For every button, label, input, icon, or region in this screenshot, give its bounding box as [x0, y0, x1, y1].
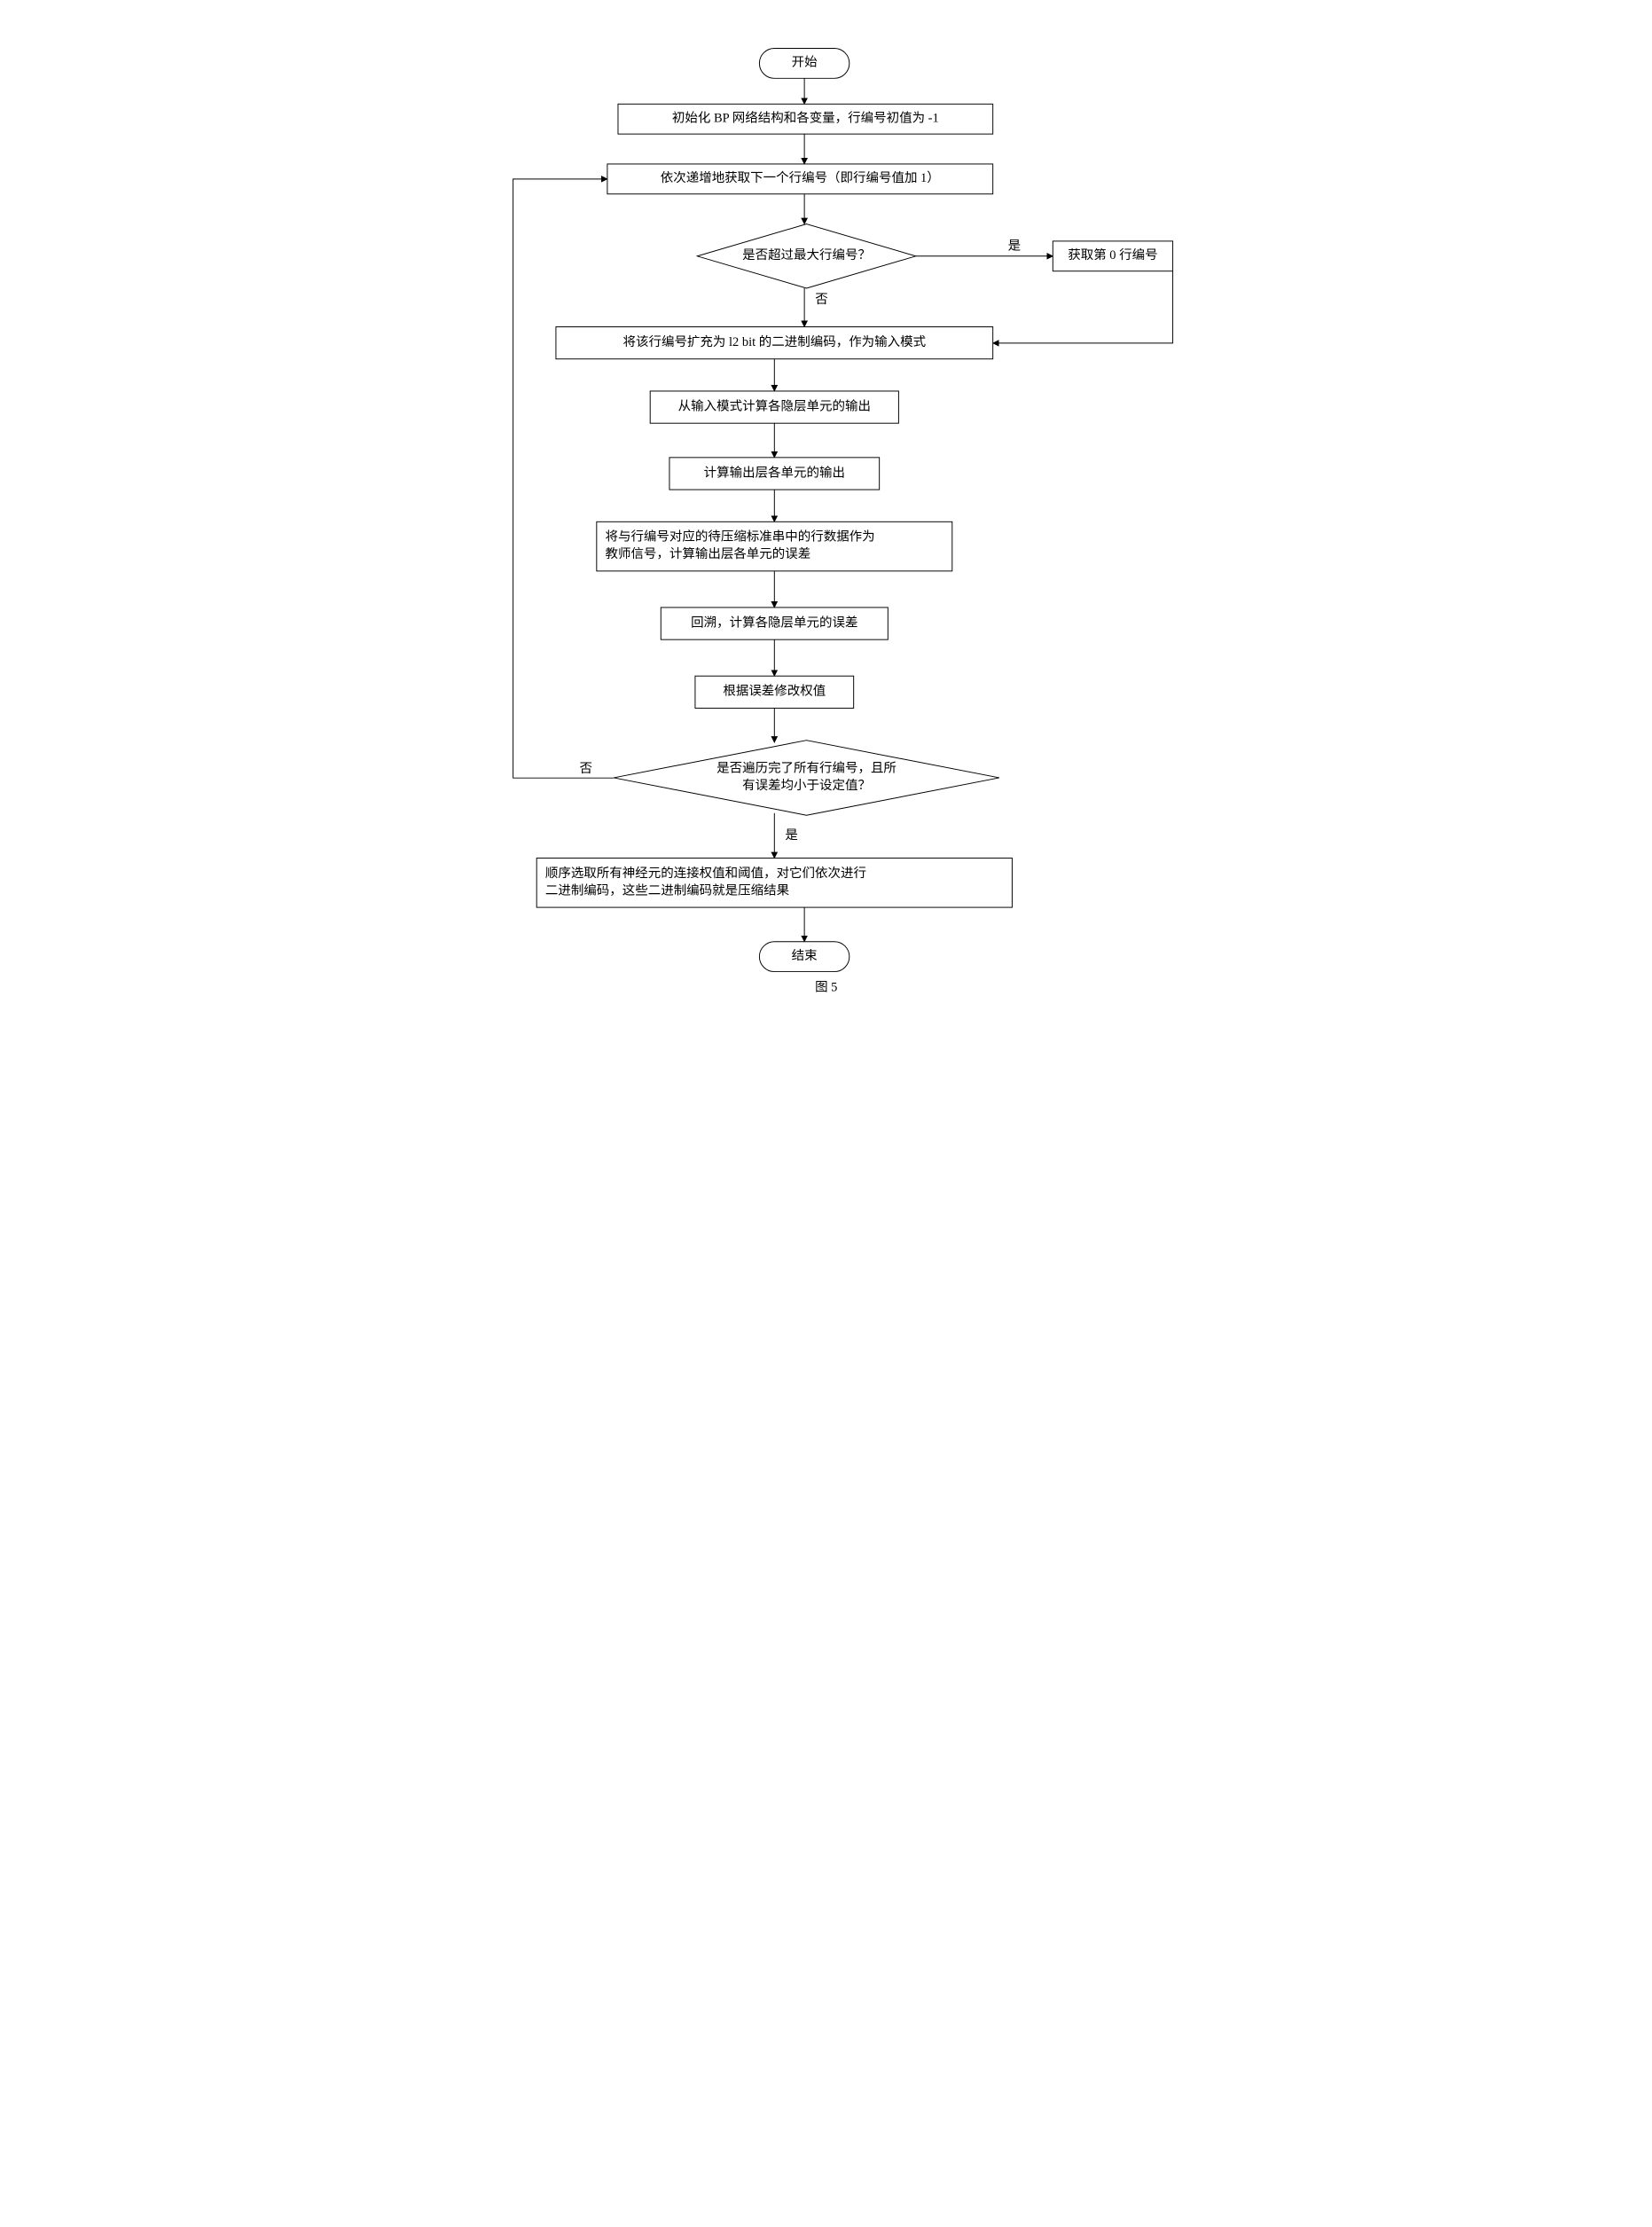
node-n9: 根据误差修改权值 — [694, 676, 853, 708]
node-end-text: 结束 — [791, 948, 817, 963]
node-n5: 从输入模式计算各隐层单元的输出 — [650, 391, 898, 423]
edge-3-label: 是 — [1007, 239, 1021, 254]
node-n8: 回溯，计算各隐层单元的误差 — [661, 608, 888, 639]
node-n8-text: 回溯，计算各隐层单元的误差 — [691, 615, 857, 630]
edge-12 — [513, 179, 614, 778]
node-d2: 是否遍历完了所有行编号，且所有误差均小于设定值？ — [614, 741, 999, 816]
edge-13-label: 是 — [785, 828, 797, 843]
node-n7-text: 教师信号，计算输出层各单元的误差 — [605, 546, 810, 561]
node-start: 开始 — [759, 48, 849, 78]
node-d2-text: 有误差均小于设定值？ — [742, 778, 871, 793]
node-n7-text: 将与行编号对应的待压缩标准串中的行数据作为 — [605, 529, 874, 545]
node-n7: 将与行编号对应的待压缩标准串中的行数据作为教师信号，计算输出层各单元的误差 — [596, 521, 951, 571]
node-n10-text: 二进制编码，这些二进制编码就是压缩结果 — [544, 882, 788, 898]
node-n10: 顺序选取所有神经元的连接权值和阈值，对它们依次进行二进制编码，这些二进制编码就是… — [536, 859, 1012, 908]
node-n1-text: 初始化 BP 网络结构和各变量，行编号初值为 -1 — [671, 111, 938, 126]
node-end: 结束 — [759, 942, 849, 972]
node-d2-text: 是否遍历完了所有行编号，且所 — [716, 760, 896, 775]
node-d1: 是否超过最大行编号？ — [697, 224, 915, 288]
node-n4-text: 将该行编号扩充为 l2 bit 的二进制编码，作为输入模式 — [622, 334, 926, 349]
node-start-text: 开始 — [791, 55, 817, 70]
edge-12-label: 否 — [579, 762, 592, 776]
node-n3: 获取第 0 行编号 — [1053, 241, 1172, 271]
node-n2: 依次递增地获取下一个行编号（即行编号值加 1） — [607, 164, 992, 194]
node-n6: 计算输出层各单元的输出 — [669, 458, 879, 490]
node-n1: 初始化 BP 网络结构和各变量，行编号初值为 -1 — [617, 104, 992, 134]
node-n10-text: 顺序选取所有神经元的连接权值和阈值，对它们依次进行 — [544, 865, 865, 881]
node-n4: 将该行编号扩充为 l2 bit 的二进制编码，作为输入模式 — [555, 327, 992, 359]
node-n3-text: 获取第 0 行编号 — [1068, 247, 1157, 263]
node-d1-text: 是否超过最大行编号？ — [742, 247, 871, 263]
node-n6-text: 计算输出层各单元的输出 — [703, 465, 844, 480]
edge-4-label: 否 — [815, 293, 828, 307]
node-n9-text: 根据误差修改权值 — [723, 684, 826, 699]
edge-5 — [992, 271, 1172, 343]
node-n2-text: 依次递增地获取下一个行编号（即行编号值加 1） — [660, 170, 939, 185]
figure-caption: 图 5 — [815, 980, 837, 994]
node-n5-text: 从输入模式计算各隐层单元的输出 — [677, 398, 870, 413]
